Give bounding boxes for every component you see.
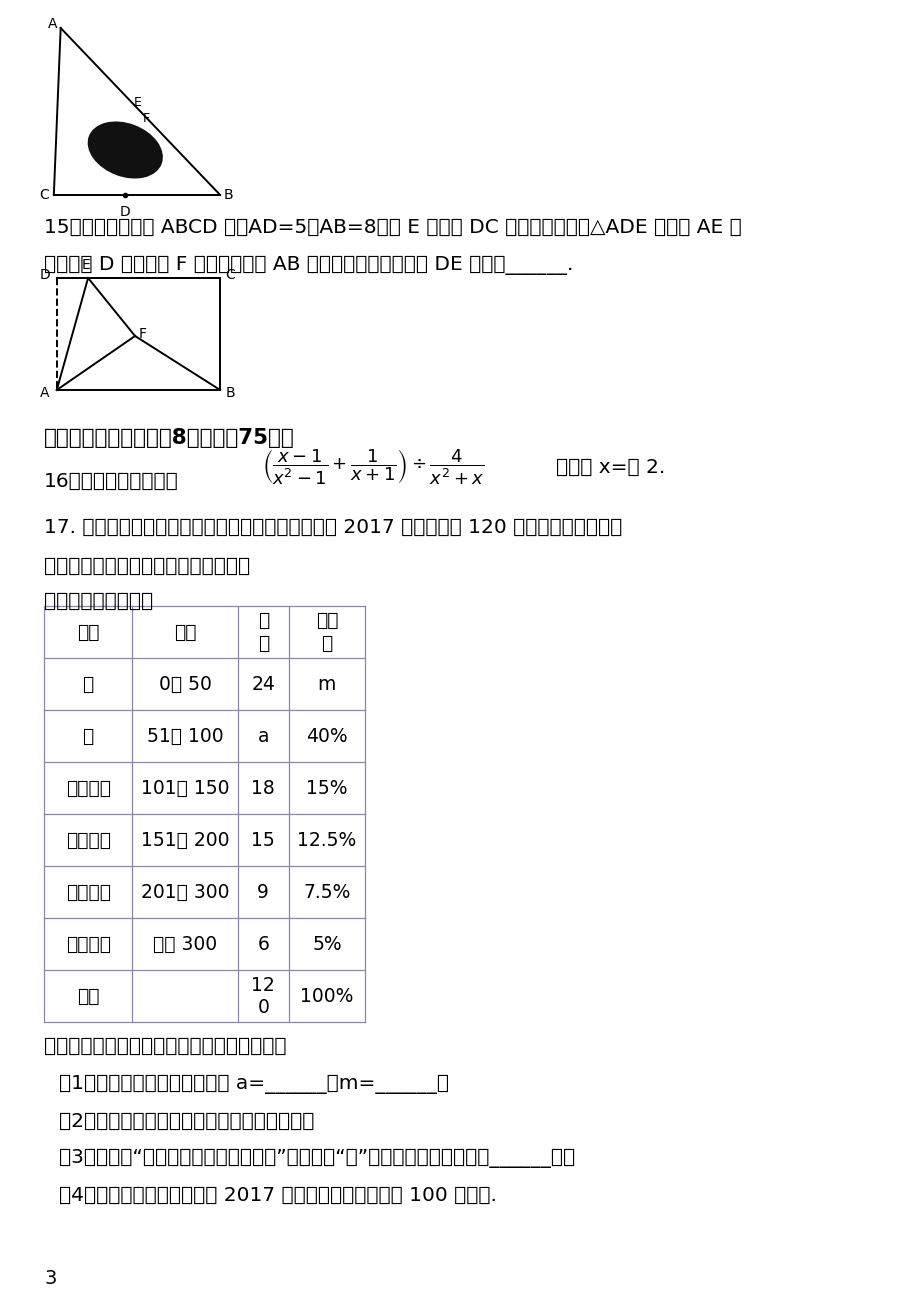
Text: D: D — [40, 268, 51, 283]
Text: F: F — [139, 327, 147, 341]
Text: （2）请把空气质量指数条形统计图补充完整；: （2）请把空气质量指数条形统计图补充完整； — [59, 1112, 313, 1131]
Text: 15%: 15% — [306, 779, 347, 798]
Text: ，其中 x=－ 2.: ，其中 x=－ 2. — [555, 457, 664, 477]
Text: E: E — [134, 95, 142, 108]
Text: 空气质量指数统计表: 空气质量指数统计表 — [44, 592, 153, 611]
Text: 轻度污染: 轻度污染 — [65, 779, 110, 798]
Text: 100%: 100% — [300, 987, 353, 1005]
Text: 合计: 合计 — [77, 987, 99, 1005]
Text: （3）若绘制“空气质量指数扇形统计图”，级别为“優”所对应扇形的圆心角是______度；: （3）若绘制“空气质量指数扇形统计图”，级别为“優”所对应扇形的圆心角是____… — [59, 1148, 574, 1168]
Text: 16．先化简，再求値：: 16．先化简，再求値： — [44, 473, 178, 491]
Text: D: D — [119, 204, 130, 219]
Text: 51－ 100: 51－ 100 — [146, 727, 223, 746]
Text: 3: 3 — [44, 1268, 56, 1288]
Text: 6: 6 — [257, 935, 269, 953]
Text: 0: 0 — [257, 997, 269, 1017]
Text: 151－ 200: 151－ 200 — [141, 831, 229, 849]
Text: 指数: 指数 — [174, 622, 196, 642]
Text: 大于 300: 大于 300 — [153, 935, 217, 953]
Text: A: A — [48, 17, 58, 31]
Text: 指数，绘制了如下不完整的统计图表：: 指数，绘制了如下不完整的统计图表： — [44, 557, 250, 575]
Text: 叠，当点 D 的对应点 F 刚好落在线段 AB 的垂直平分线上时，则 DE 的长为______.: 叠，当点 D 的对应点 F 刚好落在线段 AB 的垂直平分线上时，则 DE 的长… — [44, 256, 573, 275]
Text: A: A — [40, 385, 50, 400]
Text: B: B — [223, 187, 233, 202]
Text: 严重污染: 严重污染 — [65, 935, 110, 953]
Text: 18: 18 — [251, 779, 275, 798]
Text: 101－ 150: 101－ 150 — [141, 779, 229, 798]
Text: 级别: 级别 — [77, 622, 99, 642]
Text: 9: 9 — [257, 883, 269, 901]
Text: 请根据图表中提供的信息，解答下面的问题：: 请根据图表中提供的信息，解答下面的问题： — [44, 1036, 286, 1056]
Text: 百分: 百分 — [315, 611, 338, 630]
Text: 数: 数 — [257, 634, 268, 652]
Ellipse shape — [88, 122, 162, 178]
Text: 12.5%: 12.5% — [297, 831, 357, 849]
Text: 天: 天 — [257, 611, 268, 630]
Text: 7.5%: 7.5% — [303, 883, 350, 901]
Text: 40%: 40% — [306, 727, 347, 746]
Text: 良: 良 — [83, 727, 94, 746]
Text: 三、解答题（本大题兲8小题，全75分）: 三、解答题（本大题兲8小题，全75分） — [44, 428, 294, 448]
Text: F: F — [143, 112, 150, 125]
Text: （1）空气质量指数统计表中的 a=______，m=______；: （1）空气质量指数统计表中的 a=______，m=______； — [59, 1075, 448, 1094]
Text: 15．如图，在矩形 ABCD 中，AD=5，AB=8，点 E 为射线 DC 上一个动点，把△ADE 沿直线 AE 折: 15．如图，在矩形 ABCD 中，AD=5，AB=8，点 E 为射线 DC 上一… — [44, 217, 741, 237]
Text: C: C — [225, 268, 234, 283]
Text: 5%: 5% — [312, 935, 341, 953]
Text: 201－ 300: 201－ 300 — [141, 883, 229, 901]
Text: 24: 24 — [251, 674, 275, 694]
Text: （4）请通过计算估计郑州市 2017 年中空气质量指数大于 100 的天数.: （4）请通过计算估计郑州市 2017 年中空气质量指数大于 100 的天数. — [59, 1186, 496, 1204]
Text: 0－ 50: 0－ 50 — [158, 674, 211, 694]
Text: $\left(\dfrac{x-1}{x^2-1}+\dfrac{1}{x+1}\right)\div\dfrac{4}{x^2+x}$: $\left(\dfrac{x-1}{x^2-1}+\dfrac{1}{x+1}… — [262, 448, 484, 487]
Text: 中度污染: 中度污染 — [65, 831, 110, 849]
Text: m: m — [317, 674, 335, 694]
Text: C: C — [40, 187, 49, 202]
Text: 17. 为了了解大气污染情况，某学校兴趣小组搜集了 2017 年上半年中 120 天郑州市的空气质量: 17. 为了了解大气污染情况，某学校兴趣小组搜集了 2017 年上半年中 120… — [44, 518, 621, 536]
Text: E: E — [82, 258, 90, 272]
Text: 優: 優 — [83, 674, 94, 694]
Text: 12: 12 — [251, 976, 275, 995]
Text: 15: 15 — [251, 831, 275, 849]
Text: a: a — [257, 727, 268, 746]
Text: B: B — [225, 385, 234, 400]
Text: 重度污染: 重度污染 — [65, 883, 110, 901]
Text: 比: 比 — [321, 634, 332, 652]
